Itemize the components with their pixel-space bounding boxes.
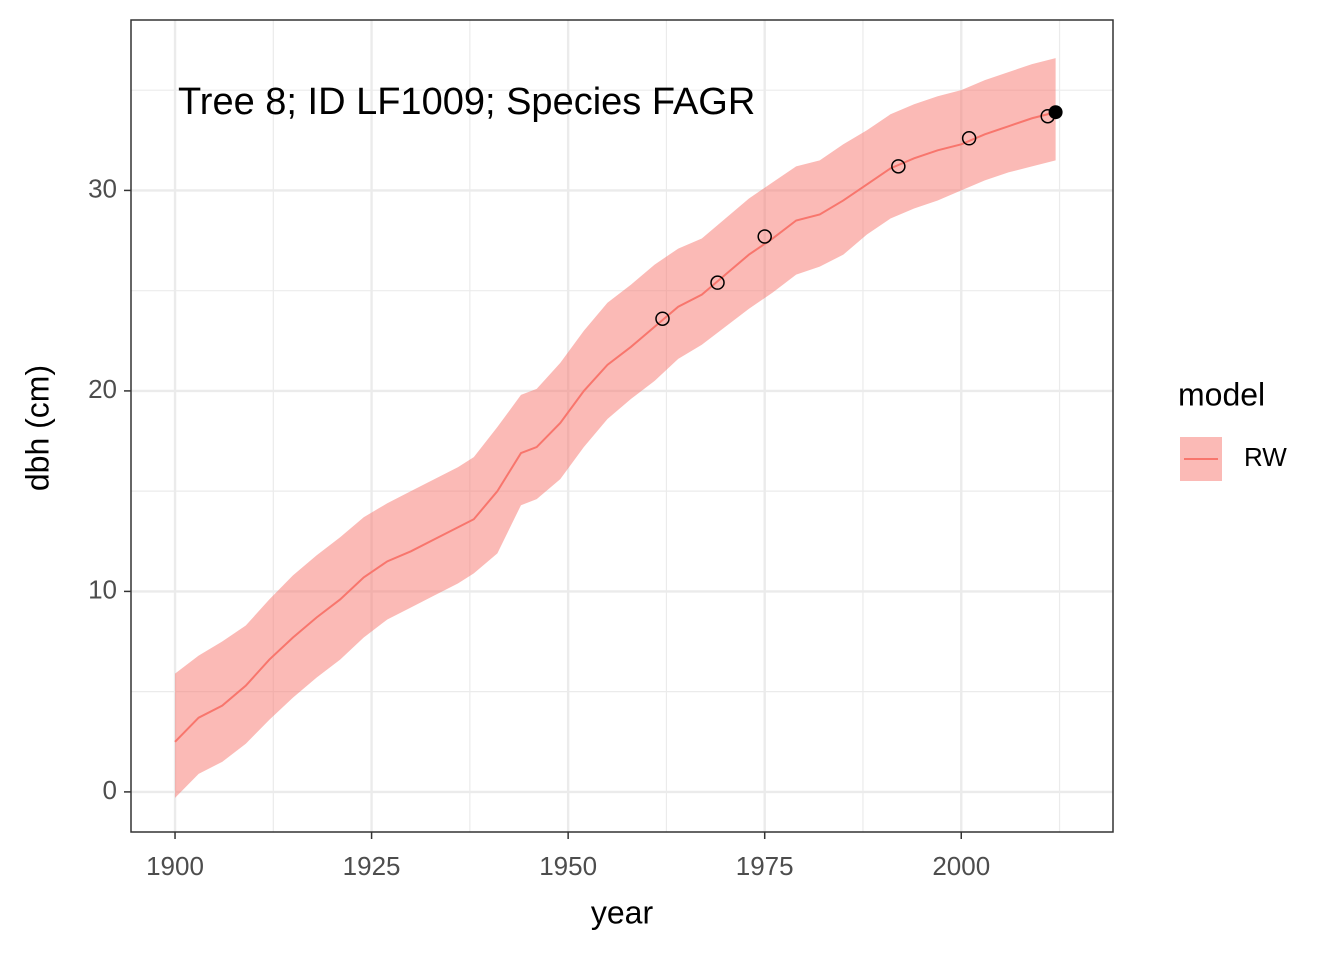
x-tick-label: 1950 [539,851,597,881]
mean-line [174,111,1056,743]
observation-point [891,159,906,174]
y-tick-label: 30 [88,173,117,203]
y-axis-title: dbh (cm) [19,365,55,491]
x-tick-label: 1925 [343,851,401,881]
last-observation-point [1048,105,1063,120]
x-tick-label: 1975 [736,851,794,881]
annotation: Tree 8; ID LF1009; Species FAGR [178,81,755,123]
x-tick-label: 1900 [146,851,204,881]
y-tick-label: 10 [88,574,117,604]
observation-point [961,131,977,146]
observation-point [655,311,670,326]
x-axis-title: year [591,894,654,930]
panel-border [130,19,1114,833]
confidence-band [175,58,1056,798]
observation-point [757,229,772,244]
legend-label: RW [1244,442,1287,472]
legend-title: model [1178,376,1265,412]
x-tick-label: 2000 [932,851,990,881]
y-tick-label: 0 [103,775,117,805]
y-tick-label: 20 [88,374,117,404]
observation-point [710,275,725,290]
